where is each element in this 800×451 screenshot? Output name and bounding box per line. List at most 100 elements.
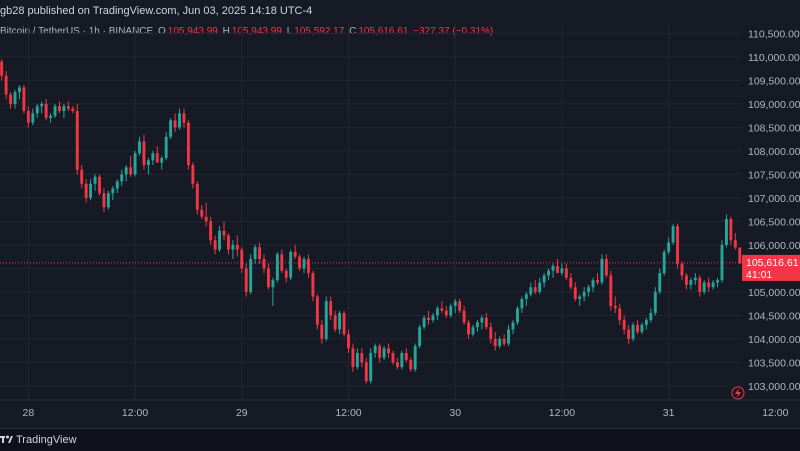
candle-body [249, 259, 253, 292]
candle-body [0, 61, 4, 76]
candle-body [435, 308, 439, 316]
candle-body [218, 230, 221, 250]
candle-body [475, 322, 479, 328]
publish-bar: gb28 published on TradingView.com, Jun 0… [0, 0, 800, 24]
lightning-icon[interactable] [731, 386, 745, 400]
candle-body [387, 348, 390, 353]
candle-body [75, 110, 79, 170]
open-key: O [157, 26, 166, 37]
ohlc-legend: Bitcoin / TetherUS · 1h · BINANCE O 105,9… [0, 26, 495, 42]
candle-body [662, 251, 666, 274]
candle-body [235, 244, 239, 250]
candle-body [133, 153, 137, 175]
candle-body [62, 106, 66, 111]
candle-body [391, 353, 395, 363]
candle-body [600, 259, 604, 283]
price-axis-bg [742, 24, 800, 400]
price-tick-label: 108,000.00 [748, 146, 800, 158]
candle-body [551, 266, 555, 271]
chart-area[interactable]: 110,500.00 110,000.00 109,500.00 109,000.00… [0, 24, 800, 428]
candle-body [40, 103, 44, 107]
candle-body [209, 221, 213, 241]
candle-body [258, 247, 262, 259]
candle-body [329, 301, 333, 316]
candle-body [698, 277, 702, 292]
candle-body [146, 160, 150, 165]
candle-body [676, 226, 679, 264]
candle-body [582, 291, 586, 297]
price-tick-label: 106,000.00 [748, 240, 800, 252]
candle-body [507, 329, 511, 344]
candle-body [289, 251, 293, 278]
candle-body [738, 247, 742, 263]
candle-body [453, 301, 457, 306]
candle-body [524, 294, 528, 299]
candle-body [493, 338, 497, 346]
last-price-tag [742, 254, 800, 281]
candle-body [395, 362, 399, 368]
candle-body [173, 120, 177, 128]
candle-body [213, 240, 217, 250]
high-value: 105,943.99 [231, 26, 282, 37]
candle-body [4, 75, 8, 95]
candle-body [360, 353, 364, 363]
candle-body [449, 306, 453, 316]
candle-body [106, 193, 110, 208]
price-tick-label: 104,000.00 [748, 334, 800, 346]
candle-body [271, 280, 275, 288]
candle-body [164, 136, 168, 158]
candle-body [169, 120, 173, 137]
price-tick-label: 107,000.00 [748, 193, 800, 205]
grid-lines [0, 24, 776, 400]
high-key: H [222, 26, 230, 37]
candle-body [618, 308, 622, 321]
tradingview-logo-icon[interactable] [0, 434, 14, 447]
candle-body [498, 338, 502, 346]
price-tick-label: 109,000.00 [748, 99, 800, 111]
candle-body [302, 259, 306, 269]
price-tick-label: 103,500.00 [748, 357, 800, 369]
candle-body [142, 141, 146, 165]
candle-body [178, 113, 181, 128]
time-tick-label: 31 [663, 407, 675, 419]
candle-body [413, 345, 417, 370]
candle-body [431, 315, 435, 321]
candle-body [458, 301, 462, 311]
candle-body [89, 183, 93, 198]
candle-body [80, 169, 84, 184]
candle-body [151, 153, 155, 161]
candle-body [418, 327, 422, 346]
candle-body [400, 353, 404, 368]
price-tick-label: 105,000.00 [748, 287, 800, 299]
candle-body [720, 244, 724, 281]
change-value: −327.37 (−0.31%) [413, 26, 494, 37]
candle-body [480, 317, 484, 323]
candle-body [44, 103, 48, 118]
candle-body [26, 110, 30, 123]
candle-body [200, 209, 204, 217]
symbol-label: Bitcoin / TetherUS · 1h · BINANCE [0, 26, 154, 37]
candle-body [467, 322, 470, 335]
tradingview-brand[interactable]: TradingView [16, 434, 77, 446]
candle-body [671, 226, 675, 243]
candle-body [653, 291, 657, 314]
candle-body [591, 280, 595, 288]
candle-body [253, 247, 257, 259]
candle-body [124, 167, 128, 175]
candle-body [111, 188, 115, 194]
candle-body [680, 263, 684, 276]
candle-body [689, 280, 693, 285]
candle-body [191, 165, 195, 184]
candle-body [338, 313, 342, 330]
candle-body [440, 308, 444, 311]
low-value: 105,592.17 [294, 26, 345, 37]
candle-body [262, 259, 266, 269]
candle-body [502, 338, 506, 344]
candle-body [533, 287, 537, 292]
candle-body [569, 277, 573, 288]
candle-body [733, 240, 737, 248]
candlestick-chart[interactable]: 110,500.00 110,000.00 109,500.00 109,000.00… [0, 24, 800, 428]
candle-body [724, 219, 728, 245]
candle-body [35, 106, 39, 114]
candle-body [560, 268, 564, 274]
